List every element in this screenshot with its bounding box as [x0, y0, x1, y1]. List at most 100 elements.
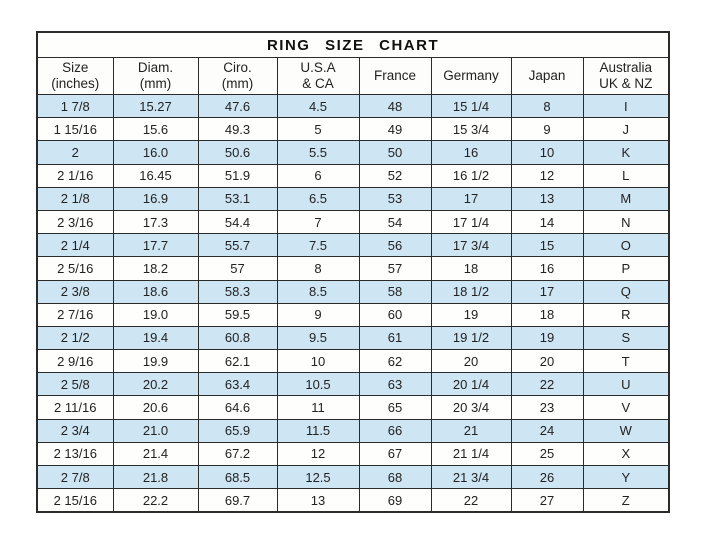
cell: 24: [510, 418, 584, 443]
table-row: 2 9/16 19.9 62.1 10 62 20 20 T: [36, 349, 670, 374]
cell: 69.7: [197, 488, 278, 513]
cell: 57: [197, 256, 278, 281]
cell: 8: [276, 256, 360, 281]
cell: 60: [358, 302, 432, 327]
cell: 13: [276, 488, 360, 513]
cell: 17: [510, 279, 584, 304]
cell: 64.6: [197, 395, 278, 420]
cell: W: [582, 418, 670, 443]
cell: 67.2: [197, 441, 278, 467]
cell: 69: [358, 488, 432, 513]
cell: 2 11/16: [36, 395, 114, 420]
cell: 53: [358, 186, 432, 211]
cell: 11: [276, 395, 360, 420]
cell: 2 1/16: [36, 163, 114, 188]
cell: I: [582, 93, 670, 119]
table-row: 2 1/16 16.45 51.9 6 52 16 1/2 12 L: [36, 163, 670, 188]
cell: 50.6: [197, 140, 278, 165]
cell: 2 13/16: [36, 441, 114, 467]
cell: 17 3/4: [430, 233, 512, 258]
table-row: 2 3/8 18.6 58.3 8.5 58 18 1/2 17 Q: [36, 279, 670, 304]
cell: 65.9: [197, 418, 278, 443]
cell: 59.5: [197, 302, 278, 327]
table-row: 2 1/4 17.7 55.7 7.5 56 17 3/4 15 O: [36, 233, 670, 258]
cell: 16.45: [112, 163, 199, 188]
cell: 66: [358, 418, 432, 443]
cell: 5: [276, 117, 360, 142]
cell: 18 1/2: [430, 279, 512, 304]
cell: 17: [430, 186, 512, 211]
cell: 2 9/16: [36, 349, 114, 374]
cell: 21: [430, 418, 512, 443]
cell: 21 3/4: [430, 464, 512, 490]
cell: 2 3/4: [36, 418, 114, 443]
table-row: 2 7/8 21.8 68.5 12.5 68 21 3/4 26 Y: [36, 464, 670, 490]
cell: 58: [358, 279, 432, 304]
cell: 20 3/4: [430, 395, 512, 420]
cell: X: [582, 441, 670, 467]
cell: 15.6: [112, 117, 199, 142]
column-header-size-inches: Size (inches): [36, 57, 114, 95]
cell: 16: [430, 140, 512, 165]
cell: 21.8: [112, 464, 199, 490]
cell: 2: [36, 140, 114, 165]
cell: 19.9: [112, 349, 199, 374]
table-row: 2 5/8 20.2 63.4 10.5 63 20 1/4 22 U: [36, 372, 670, 397]
cell: S: [582, 325, 670, 351]
cell: 2 1/8: [36, 186, 114, 211]
cell: M: [582, 186, 670, 211]
cell: N: [582, 209, 670, 235]
cell: T: [582, 349, 670, 374]
cell: 49: [358, 117, 432, 142]
cell: Q: [582, 279, 670, 304]
cell: K: [582, 140, 670, 165]
cell: 17.3: [112, 209, 199, 235]
cell: 20: [430, 349, 512, 374]
cell: 17.7: [112, 233, 199, 258]
title-row: RING SIZE CHART: [36, 31, 670, 58]
cell: 2 7/16: [36, 302, 114, 327]
cell: 18: [430, 256, 512, 281]
cell: 51.9: [197, 163, 278, 188]
ring-size-table: RING SIZE CHART Size (inches) Diam. (mm) Cir…: [36, 31, 671, 514]
cell: 6.5: [276, 186, 360, 211]
cell: 18.2: [112, 256, 199, 281]
ring-size-chart: RING SIZE CHART Size (inches) Diam. (mm) Cir…: [36, 31, 671, 514]
cell: O: [582, 233, 670, 258]
cell: 12: [276, 441, 360, 467]
table-row: 1 7/8 15.27 47.6 4.5 48 15 1/4 8 I: [36, 93, 670, 119]
cell: P: [582, 256, 670, 281]
cell: 21 1/4: [430, 441, 512, 467]
cell: 1 7/8: [36, 93, 114, 119]
cell: 13: [510, 186, 584, 211]
cell: 2 1/4: [36, 233, 114, 258]
cell: 25: [510, 441, 584, 467]
cell: Z: [582, 488, 670, 513]
table-row: 2 1/2 19.4 60.8 9.5 61 19 1/2 19 S: [36, 325, 670, 351]
cell: 2 1/2: [36, 325, 114, 351]
cell: 2 3/8: [36, 279, 114, 304]
cell: 9: [276, 302, 360, 327]
cell: 19: [510, 325, 584, 351]
cell: 16.0: [112, 140, 199, 165]
cell: 47.6: [197, 93, 278, 119]
table-row: 2 3/16 17.3 54.4 7 54 17 1/4 14 N: [36, 209, 670, 235]
cell: 4.5: [276, 93, 360, 119]
cell: 26: [510, 464, 584, 490]
cell: 19.4: [112, 325, 199, 351]
cell: 55.7: [197, 233, 278, 258]
column-header-japan: Japan: [510, 57, 584, 95]
cell: 15 1/4: [430, 93, 512, 119]
cell: 62.1: [197, 349, 278, 374]
cell: 7.5: [276, 233, 360, 258]
cell: 60.8: [197, 325, 278, 351]
cell: 15.27: [112, 93, 199, 119]
cell: 12: [510, 163, 584, 188]
cell: 19.0: [112, 302, 199, 327]
cell: 15 3/4: [430, 117, 512, 142]
cell: 18.6: [112, 279, 199, 304]
cell: 12.5: [276, 464, 360, 490]
cell: 62: [358, 349, 432, 374]
table-body: 1 7/8 15.27 47.6 4.5 48 15 1/4 8 I 1 15/16 15.6 49…: [36, 93, 670, 513]
cell: 54.4: [197, 209, 278, 235]
